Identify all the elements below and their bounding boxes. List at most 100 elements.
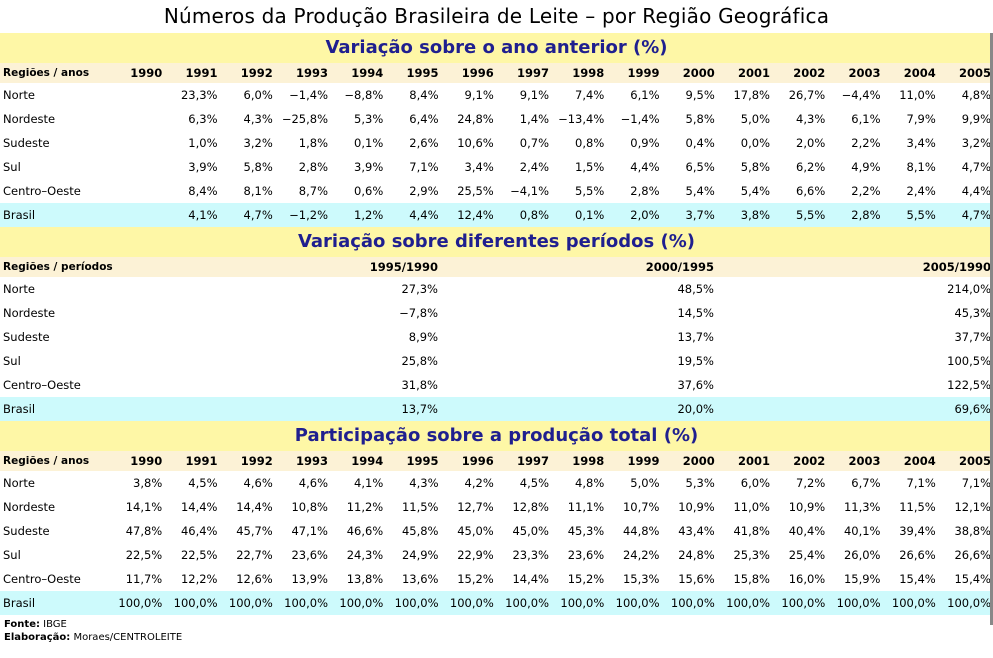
region-name: Nordeste: [3, 306, 56, 320]
table-cell: 4,5%: [188, 476, 218, 490]
table-row: Sudeste 47,8% 46,4% 45,7% 47,1% 46,6% 45,8% 45,…: [0, 519, 993, 543]
region-name: Brasil: [3, 208, 36, 222]
table-cell: 9,5%: [685, 88, 715, 102]
region-name: Brasil: [3, 402, 36, 416]
table-cell: 45,3%: [954, 306, 991, 320]
table-cell: 6,1%: [630, 88, 660, 102]
table-cell: 47,8%: [125, 524, 163, 538]
table-cell: 8,7%: [298, 184, 328, 198]
table-cell: 6,0%: [740, 476, 770, 490]
table-cell: 47,1%: [291, 524, 328, 538]
table-cell: 4,3%: [796, 112, 826, 126]
table-cell: [109, 155, 164, 179]
column-header: 1994: [351, 454, 384, 468]
table-cell: 4,4%: [961, 184, 991, 198]
table-cell: 6,3%: [188, 112, 218, 126]
table-row: Centro–Oeste 31,8% 37,6% 122,5%: [0, 373, 993, 397]
region-name: Sudeste: [3, 524, 50, 538]
region-name: Norte: [3, 476, 35, 490]
table-cell: 40,1%: [843, 524, 881, 538]
table-row: Nordeste −7,8% 14,5% 45,3%: [0, 301, 993, 325]
table-cell: 3,9%: [354, 160, 384, 174]
table-cell: 41,8%: [733, 524, 770, 538]
table-cell: 100,0%: [505, 596, 549, 610]
column-header: 1997: [516, 66, 549, 80]
table-cell: 25,3%: [733, 548, 770, 562]
elaboration-value: Moraes/CENTROLEITE: [73, 632, 183, 643]
table-cell: 0,8%: [575, 136, 605, 150]
table-cell: 2,8%: [298, 160, 328, 174]
table-cell: 26,6%: [899, 548, 936, 562]
table-cell: 5,5%: [796, 208, 826, 222]
table-cell: 0,7%: [519, 136, 549, 150]
table-cell: 5,0%: [740, 112, 770, 126]
header-label: Regiões / anos: [3, 67, 90, 79]
table-cell: 4,6%: [298, 476, 328, 490]
section-title-annual-variation: Variação sobre o ano anterior (%): [0, 33, 993, 63]
table-cell: 25,5%: [457, 184, 494, 198]
table-cell: 11,0%: [733, 500, 770, 514]
table-cell: 13,7%: [401, 402, 438, 416]
table-cell: 4,4%: [409, 208, 439, 222]
table-cell: 1,5%: [575, 160, 605, 174]
column-header: 2002: [793, 66, 826, 80]
table-cell: 45,8%: [401, 524, 439, 538]
table-cell: 2,2%: [851, 184, 881, 198]
table-cell: 9,9%: [961, 112, 991, 126]
column-header: 1995/1990: [369, 260, 438, 274]
region-name: Sul: [3, 354, 21, 368]
table-cell: 0,0%: [740, 136, 770, 150]
table-cell: 5,8%: [685, 112, 715, 126]
table-cell: 11,7%: [125, 572, 163, 586]
table-cell: 0,1%: [575, 208, 605, 222]
table-row: Sul 22,5% 22,5% 22,7% 23,6% 24,3% 24,9% 22,9% 23…: [0, 543, 993, 567]
table-cell: 3,7%: [685, 208, 715, 222]
table-cell: 7,1%: [906, 476, 936, 490]
table-cell: 16,0%: [788, 572, 826, 586]
table-cell: 46,6%: [346, 524, 384, 538]
table-cell: 4,1%: [188, 208, 218, 222]
table-cell: 4,4%: [630, 160, 660, 174]
production-share-table: Regiões / anos 1990 1991 1992 1993 1994 1995 19…: [0, 451, 993, 615]
column-header: 2005: [958, 66, 991, 80]
table-cell: 100,0%: [670, 596, 715, 610]
table-cell: 20,0%: [677, 402, 714, 416]
table-cell: 24,8%: [457, 112, 494, 126]
table-cell: 100,0%: [173, 596, 218, 610]
column-header: 1991: [185, 454, 218, 468]
table-cell: 45,7%: [236, 524, 273, 538]
table-row: Norte 27,3% 48,5% 214,0%: [0, 277, 993, 301]
column-header: 2004: [903, 66, 936, 80]
table-cell: 3,4%: [906, 136, 936, 150]
table-cell: 14,4%: [512, 572, 549, 586]
table-cell: 10,8%: [291, 500, 328, 514]
table-row: Sudeste 1,0% 3,2% 1,8% 0,1% 2,6% 10,6% 0,7% 0,8%…: [0, 131, 993, 155]
table-cell: 122,5%: [947, 378, 991, 392]
table-cell: 10,9%: [678, 500, 715, 514]
table-cell: 23,3%: [512, 548, 549, 562]
table-cell: 14,5%: [677, 306, 714, 320]
column-header: 2004: [903, 454, 936, 468]
column-header: 1990: [130, 454, 163, 468]
table-cell: 6,6%: [796, 184, 826, 198]
table-cell: 8,4%: [188, 184, 218, 198]
table-cell: 2,6%: [409, 136, 439, 150]
column-header: 2001: [737, 454, 770, 468]
table-cell: 22,5%: [180, 548, 218, 562]
column-header: 1993: [295, 454, 328, 468]
column-header: 1998: [572, 66, 605, 80]
table-cell: 0,4%: [685, 136, 715, 150]
table-cell: 8,1%: [243, 184, 273, 198]
table-cell: 2,9%: [409, 184, 439, 198]
table-cell: 13,9%: [291, 572, 328, 586]
table-cell: 15,3%: [622, 572, 660, 586]
table-cell: 0,8%: [519, 208, 549, 222]
table-cell: 11,3%: [843, 500, 881, 514]
table-cell: 100,5%: [947, 354, 991, 368]
column-header: 2005/1990: [922, 260, 991, 274]
table-cell: −4,1%: [510, 184, 549, 198]
column-header: 1990: [130, 66, 163, 80]
column-header: 1992: [240, 66, 273, 80]
table-cell: 4,8%: [961, 88, 991, 102]
